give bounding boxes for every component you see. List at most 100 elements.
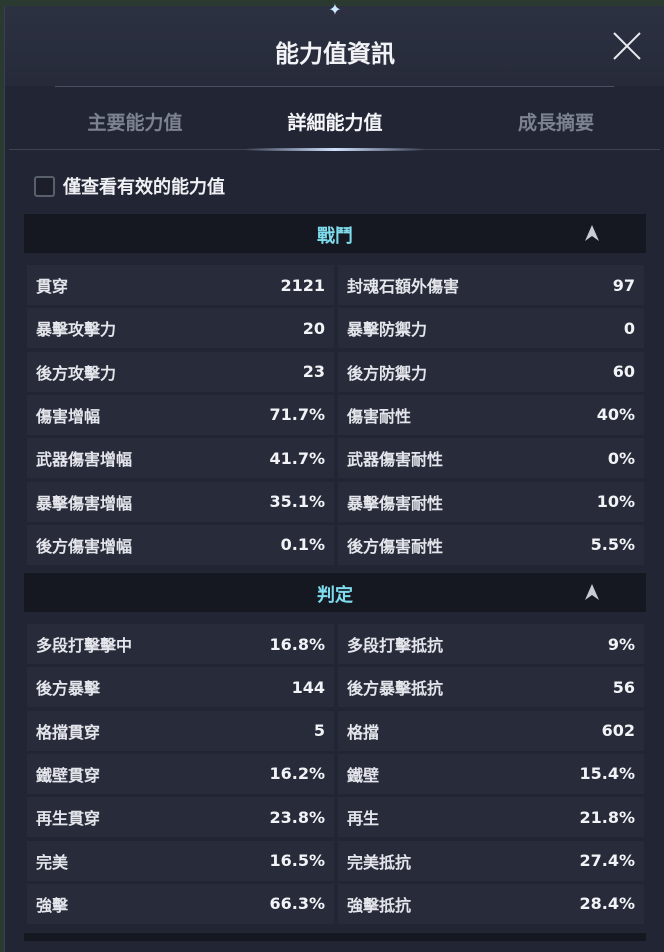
stat-value: 9%	[607, 634, 635, 654]
stat-row: 完美 16.5%	[27, 840, 334, 881]
stat-value: 21.8%	[579, 807, 635, 827]
stat-name: 完美	[36, 852, 69, 872]
active-tab-indicator	[245, 148, 425, 151]
stat-row: 暴擊傷害增幅 35.1%	[27, 481, 334, 522]
section-title: 戰鬥	[317, 226, 353, 247]
stat-row: 暴擊攻擊力 20	[27, 308, 334, 349]
stat-value: 23.8%	[269, 807, 325, 827]
stat-name: 貫穿	[36, 277, 69, 296]
stat-row: 再生 21.8%	[338, 797, 644, 838]
stat-value: 27.4%	[579, 851, 635, 870]
stat-row: 再生貫穿 23.8%	[27, 797, 334, 838]
stat-name: 後方暴擊抵抗	[347, 679, 444, 699]
dialog-title: 能力值資訊	[275, 40, 395, 68]
stat-name: 多段打擊擊中	[36, 636, 133, 655]
stat-row: 鐵壁貫穿 16.2%	[27, 753, 334, 794]
stat-value: 20	[302, 318, 325, 338]
stat-row: 封魂石額外傷害 97	[338, 265, 644, 305]
stat-name: 再生貫穿	[36, 809, 101, 829]
stat-value: 35.1%	[269, 492, 325, 511]
stat-row: 強擊 66.3%	[27, 883, 334, 924]
stat-row: 後方暴擊 144	[27, 667, 334, 708]
stat-value: 10%	[596, 492, 635, 511]
effective-stats-checkbox[interactable]: 僅查看有效的能力值	[34, 173, 225, 199]
stat-row: 武器傷害耐性 0%	[338, 438, 644, 479]
stat-row: 後方暴擊抵抗 56	[338, 667, 644, 708]
stat-row: 傷害增幅 71.7%	[27, 394, 334, 435]
tab-bar: 主要能力值 詳細能力值 成長摘要	[5, 98, 664, 148]
stat-row: 後方防禦力 60	[338, 351, 644, 392]
stat-value: 16.5%	[269, 851, 325, 870]
stat-name: 多段打擊抵抗	[347, 636, 444, 655]
section-header-1[interactable]: 判定	[24, 573, 646, 612]
stat-name: 暴擊攻擊力	[36, 320, 117, 340]
stat-row: 後方傷害增幅 0.1%	[27, 524, 334, 565]
stat-row: 多段打擊擊中 16.8%	[27, 624, 334, 664]
stat-name: 後方傷害增幅	[36, 536, 133, 556]
stat-value: 28.4%	[579, 894, 635, 914]
stat-name: 完美抵抗	[347, 852, 412, 872]
stat-name: 傷害耐性	[347, 406, 412, 426]
next-section-header	[24, 933, 646, 941]
stats-info-dialog: ✦ 能力值資訊 主要能力值 詳細能力值 成長摘要 僅查看有效的能力值 戰鬥貫穿 2…	[4, 0, 664, 952]
tab-growth-summary[interactable]: 成長摘要	[517, 112, 594, 134]
stat-value: 602	[601, 721, 635, 741]
ornament-icon: ✦	[328, 0, 342, 19]
stat-row: 後方攻擊力 23	[27, 351, 334, 392]
stat-value: 16.2%	[269, 764, 325, 784]
stat-name: 封魂石額外傷害	[347, 277, 460, 296]
stat-name: 暴擊防禦力	[347, 320, 428, 340]
dialog-header: ✦ 能力值資訊	[5, 0, 664, 86]
stat-value: 2121	[280, 275, 325, 295]
stat-value: 5	[313, 721, 325, 741]
stat-row: 貫穿 2121	[27, 265, 334, 305]
section-title: 判定	[317, 585, 353, 606]
stat-row: 強擊抵抗 28.4%	[338, 883, 644, 924]
stat-name: 後方傷害耐性	[347, 536, 444, 556]
stat-row: 完美抵抗 27.4%	[338, 840, 644, 881]
stat-name: 鐵壁貫穿	[36, 765, 101, 785]
stat-value: 23	[302, 362, 325, 382]
stat-name: 鐵壁	[347, 765, 380, 785]
tab-main-stats[interactable]: 主要能力值	[87, 112, 183, 134]
stat-value: 0%	[607, 448, 635, 468]
stat-row: 鐵壁 15.4%	[338, 753, 644, 794]
stat-name: 強擊	[36, 895, 69, 915]
stat-value: 97	[612, 275, 635, 295]
stat-value: 0	[623, 318, 635, 338]
stat-row: 格擋貫穿 5	[27, 710, 334, 751]
stat-row: 暴擊傷害耐性 10%	[338, 481, 644, 522]
stat-name: 後方攻擊力	[36, 363, 117, 383]
section-header-0[interactable]: 戰鬥	[24, 214, 646, 253]
stat-value: 56	[612, 677, 635, 697]
close-icon[interactable]	[611, 30, 643, 62]
divider	[55, 86, 614, 87]
stat-value: 60	[612, 362, 635, 382]
stat-row: 暴擊防禦力 0	[338, 308, 644, 349]
stat-value: 16.8%	[269, 634, 325, 654]
stat-value: 71.7%	[269, 405, 325, 425]
stat-name: 格擋貫穿	[36, 722, 101, 742]
stat-row: 傷害耐性 40%	[338, 394, 644, 435]
collapse-arrow-icon[interactable]	[584, 224, 600, 242]
stat-value: 15.4%	[579, 764, 635, 784]
stat-value: 40%	[596, 405, 635, 425]
tab-detailed-stats[interactable]: 詳細能力值	[287, 112, 383, 134]
stat-name: 武器傷害耐性	[347, 450, 444, 470]
stat-value: 0.1%	[280, 535, 325, 555]
stat-value: 144	[291, 677, 325, 697]
stat-name: 暴擊傷害耐性	[347, 493, 444, 513]
stat-name: 傷害增幅	[36, 406, 101, 426]
stat-name: 強擊抵抗	[347, 895, 412, 915]
stat-row: 武器傷害增幅 41.7%	[27, 438, 334, 479]
stat-value: 41.7%	[269, 448, 325, 468]
checkbox-box[interactable]	[34, 175, 55, 197]
stat-row: 多段打擊抵抗 9%	[338, 624, 644, 664]
stat-value: 66.3%	[269, 894, 325, 914]
stat-name: 暴擊傷害增幅	[36, 493, 133, 513]
stat-name: 武器傷害增幅	[36, 450, 133, 470]
checkbox-label: 僅查看有效的能力值	[63, 177, 225, 198]
stat-name: 後方防禦力	[347, 363, 428, 383]
collapse-arrow-icon[interactable]	[584, 583, 600, 601]
stat-name: 後方暴擊	[36, 679, 101, 699]
